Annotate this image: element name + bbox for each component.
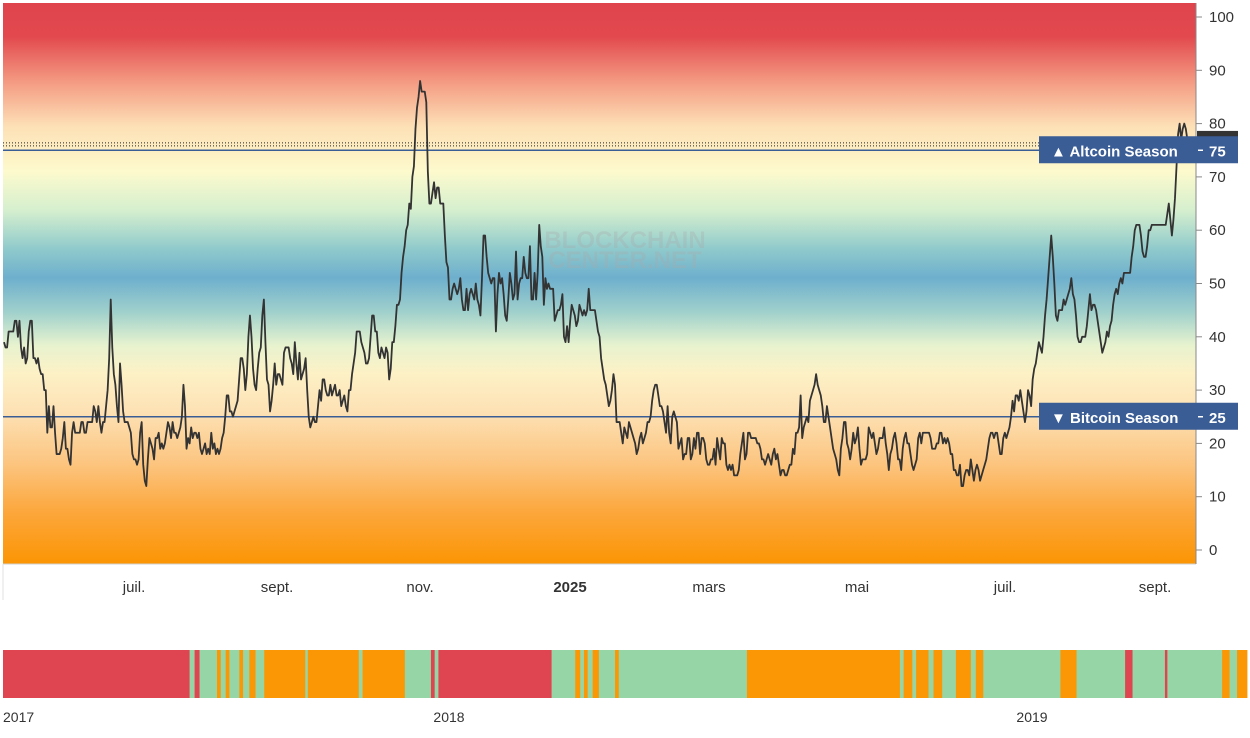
season-segment — [1132, 650, 1166, 698]
season-segment — [746, 650, 901, 698]
season-segment — [916, 650, 929, 698]
season-segment — [575, 650, 581, 698]
altcoin-index-line — [3, 80, 1192, 487]
season-segment — [583, 650, 589, 698]
season-segment — [430, 650, 436, 698]
season-history-axis: 2017 2018 2019 — [3, 709, 1048, 725]
x-tick-label: nov. — [406, 579, 433, 596]
x-tick-label: juil. — [122, 579, 146, 596]
season-axis-label: 2017 — [3, 709, 34, 725]
season-segment — [928, 650, 934, 698]
threshold-badge — [1039, 136, 1238, 164]
season-history-bar — [3, 650, 1248, 698]
season-segment — [216, 650, 222, 698]
season-segment — [434, 650, 439, 698]
season-segment — [1125, 650, 1133, 698]
y-tick-label: 100 — [1209, 9, 1234, 26]
series-layer — [3, 80, 1196, 487]
plot-background — [3, 3, 1196, 564]
y-tick-label: 60 — [1209, 222, 1226, 239]
svg-text:BLOCKCHAIN: BLOCKCHAIN — [544, 227, 705, 254]
season-segment — [942, 650, 957, 698]
season-segment — [933, 650, 943, 698]
x-tick-label: 2025 — [553, 579, 586, 596]
y-tick-label: 90 — [1209, 62, 1226, 79]
season-segment — [239, 650, 244, 698]
season-segment — [264, 650, 306, 698]
season-segment — [615, 650, 620, 698]
x-tick-label: sept. — [261, 579, 294, 596]
season-segment — [243, 650, 250, 698]
season-segment — [307, 650, 360, 698]
threshold-value: 25 — [1209, 410, 1226, 427]
season-segment — [592, 650, 600, 698]
season-segment — [970, 650, 977, 698]
season-segment — [358, 650, 363, 698]
season-segment — [1060, 650, 1077, 698]
season-segment — [438, 650, 552, 698]
threshold-badge — [1039, 402, 1238, 430]
season-segment — [955, 650, 972, 698]
season-segment — [899, 650, 905, 698]
y-tick-label: 20 — [1209, 435, 1226, 452]
season-segment — [229, 650, 240, 698]
season-segment — [362, 650, 406, 698]
season-segment — [3, 650, 190, 698]
season-segment — [587, 650, 594, 698]
season-segment — [305, 650, 309, 698]
threshold-lines — [3, 149, 1196, 418]
y-tick-label: 50 — [1209, 276, 1226, 293]
y-tick-label: 10 — [1209, 489, 1226, 506]
season-segment — [220, 650, 227, 698]
threshold-name: ▼ Bitcoin Season — [1051, 410, 1178, 427]
season-segment — [249, 650, 256, 698]
season-segment — [199, 650, 218, 698]
season-segment — [903, 650, 913, 698]
season-segment — [404, 650, 432, 698]
season-segment — [255, 650, 265, 698]
season-segment — [580, 650, 585, 698]
threshold-name: ▲ Altcoin Season — [1051, 143, 1178, 160]
y-tick-label: 80 — [1209, 116, 1226, 133]
season-segment — [194, 650, 200, 698]
season-segment — [618, 650, 748, 698]
season-segment — [1229, 650, 1238, 698]
season-segment — [1167, 650, 1223, 698]
y-tick-label: 40 — [1209, 329, 1226, 346]
y-axis: 0 10 20 30 40 50 60 70 80 90 100 — [1196, 9, 1234, 559]
x-tick-label: mars — [692, 579, 725, 596]
season-segment — [1222, 650, 1230, 698]
season-segment — [225, 650, 230, 698]
season-segment — [551, 650, 576, 698]
season-segment — [189, 650, 195, 698]
season-segment — [1164, 650, 1168, 698]
y-tick-label: 0 — [1209, 542, 1217, 559]
season-segment — [975, 650, 984, 698]
season-segment — [983, 650, 1061, 698]
season-axis-label: 2018 — [433, 709, 464, 725]
watermark: BLOCKCHAIN CENTER.NET — [544, 227, 705, 274]
y-tick-label: 30 — [1209, 382, 1226, 399]
threshold-value: 75 — [1209, 143, 1226, 160]
x-axis: juil. sept. nov. 2025 mars mai juil. sept. — [122, 579, 1172, 596]
y-tick-label: 70 — [1209, 169, 1226, 186]
x-tick-label: mai — [845, 579, 869, 596]
season-segment — [598, 650, 616, 698]
season-segment — [1237, 650, 1248, 698]
svg-text:CENTER.NET: CENTER.NET — [548, 247, 702, 274]
season-axis-label: 2019 — [1016, 709, 1047, 725]
season-segment — [1076, 650, 1126, 698]
x-tick-label: sept. — [1139, 579, 1172, 596]
x-tick-label: juil. — [993, 579, 1017, 596]
season-segment — [912, 650, 917, 698]
